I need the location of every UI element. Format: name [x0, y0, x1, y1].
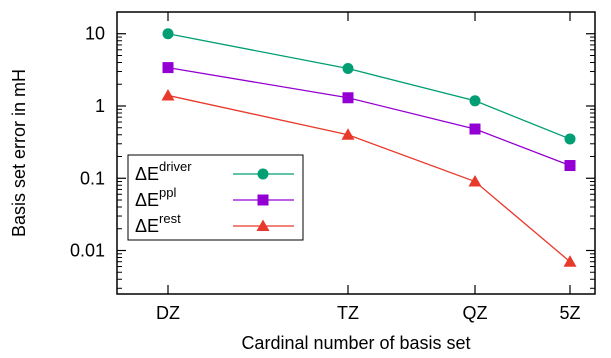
y-tick-label: 10 — [85, 24, 105, 44]
y-tick-label: 0.1 — [80, 168, 105, 188]
x-tick-label: 5Z — [559, 303, 580, 323]
legend-marker — [256, 219, 270, 231]
series-line — [167, 33, 571, 140]
y-tick-label: 1 — [95, 96, 105, 116]
data-point — [161, 88, 175, 101]
plot-frame — [116, 11, 596, 295]
legend-label-sup: ppl — [159, 185, 176, 200]
series-line — [167, 94, 571, 263]
y-tick-label: 0.01 — [70, 241, 105, 261]
data-point — [162, 28, 174, 40]
series-ppl — [162, 62, 576, 172]
ticks — [117, 11, 595, 294]
data-point — [341, 128, 355, 140]
tick-labels: 10 1 0.1 0.01 DZ TZ QZ 5Z — [70, 24, 581, 323]
x-tick-label: QZ — [463, 303, 488, 323]
data-point — [342, 63, 354, 75]
legend-label-sup: rest — [159, 211, 181, 226]
legend-label-sup: driver — [159, 159, 192, 174]
y-axis-title: Basis set error in mH — [9, 69, 29, 237]
data-point — [564, 133, 576, 145]
series-driver — [162, 28, 576, 145]
legend-marker — [257, 194, 269, 206]
data-point — [469, 95, 481, 107]
data-point — [563, 255, 577, 267]
data-point — [162, 62, 174, 74]
data-point — [564, 160, 576, 172]
data-point — [342, 92, 354, 104]
x-tick-label: TZ — [337, 303, 359, 323]
data-point — [468, 175, 482, 187]
x-tick-label: DZ — [156, 303, 180, 323]
series-line — [167, 66, 571, 167]
legend-marker — [257, 168, 269, 180]
x-axis-title: Cardinal number of basis set — [241, 333, 470, 353]
series-layer — [161, 28, 577, 267]
data-point — [469, 123, 481, 135]
series-rest — [161, 88, 577, 267]
